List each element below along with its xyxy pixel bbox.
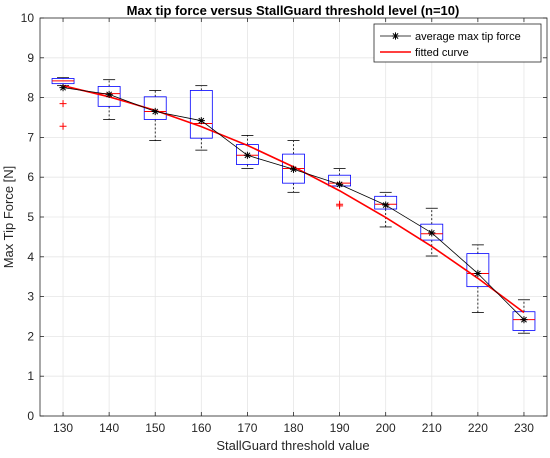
y-tick-label: 0 bbox=[27, 409, 34, 423]
x-tick-label: 230 bbox=[514, 421, 534, 435]
x-axis-label: StallGuard threshold value bbox=[216, 438, 369, 453]
average-point bbox=[151, 107, 159, 116]
x-tick-label: 140 bbox=[99, 421, 119, 435]
legend-label-average: average max tip force bbox=[415, 31, 521, 43]
y-tick-label: 1 bbox=[27, 369, 34, 383]
outlier-marker bbox=[59, 100, 67, 108]
x-tick-label: 150 bbox=[145, 421, 165, 435]
x-tick-label: 170 bbox=[237, 421, 257, 435]
box-iqr bbox=[143, 96, 167, 120]
y-tick-label: 6 bbox=[27, 170, 34, 184]
legend: average max tip force fitted curve bbox=[373, 23, 542, 63]
y-tick-label: 9 bbox=[27, 51, 34, 65]
y-tick-label: 7 bbox=[27, 130, 34, 144]
y-axis-label: Max Tip Force [N] bbox=[1, 166, 16, 269]
x-tick-label: 210 bbox=[422, 421, 442, 435]
y-tick-label: 4 bbox=[27, 250, 34, 264]
x-tick-label: 160 bbox=[191, 421, 211, 435]
x-tick-label: 200 bbox=[376, 421, 396, 435]
y-tick-label: 10 bbox=[21, 11, 35, 25]
average-point bbox=[243, 151, 252, 159]
legend-marker-average bbox=[391, 32, 400, 40]
average-point bbox=[197, 117, 205, 125]
box-180 bbox=[282, 140, 305, 193]
x-tick-label: 220 bbox=[468, 421, 488, 435]
y-tick-label: 5 bbox=[27, 210, 34, 224]
box-iqr bbox=[420, 223, 444, 241]
box-iqr bbox=[189, 90, 213, 139]
average-point bbox=[289, 165, 298, 173]
x-tick-label: 130 bbox=[53, 421, 73, 435]
average-point bbox=[428, 229, 436, 237]
average-point bbox=[382, 201, 390, 209]
x-tick-label: 190 bbox=[330, 421, 350, 435]
box-iqr bbox=[97, 86, 121, 107]
y-tick-label: 2 bbox=[27, 329, 34, 343]
box-iqr bbox=[374, 195, 398, 210]
y-tick-label: 8 bbox=[27, 91, 34, 105]
outlier-marker bbox=[336, 202, 344, 210]
average-point bbox=[105, 90, 113, 99]
average-point bbox=[59, 84, 67, 92]
average-point bbox=[520, 316, 528, 324]
x-tick-label: 180 bbox=[283, 421, 303, 435]
y-tick-label: 3 bbox=[27, 290, 34, 304]
box-130 bbox=[51, 77, 75, 130]
average-point bbox=[474, 269, 482, 278]
outlier-marker bbox=[59, 122, 67, 130]
legend-box bbox=[373, 23, 542, 63]
chart-title: Max tip force versus StallGuard threshol… bbox=[127, 3, 460, 18]
legend-label-fitted: fitted curve bbox=[415, 47, 469, 59]
average-point bbox=[335, 180, 344, 188]
